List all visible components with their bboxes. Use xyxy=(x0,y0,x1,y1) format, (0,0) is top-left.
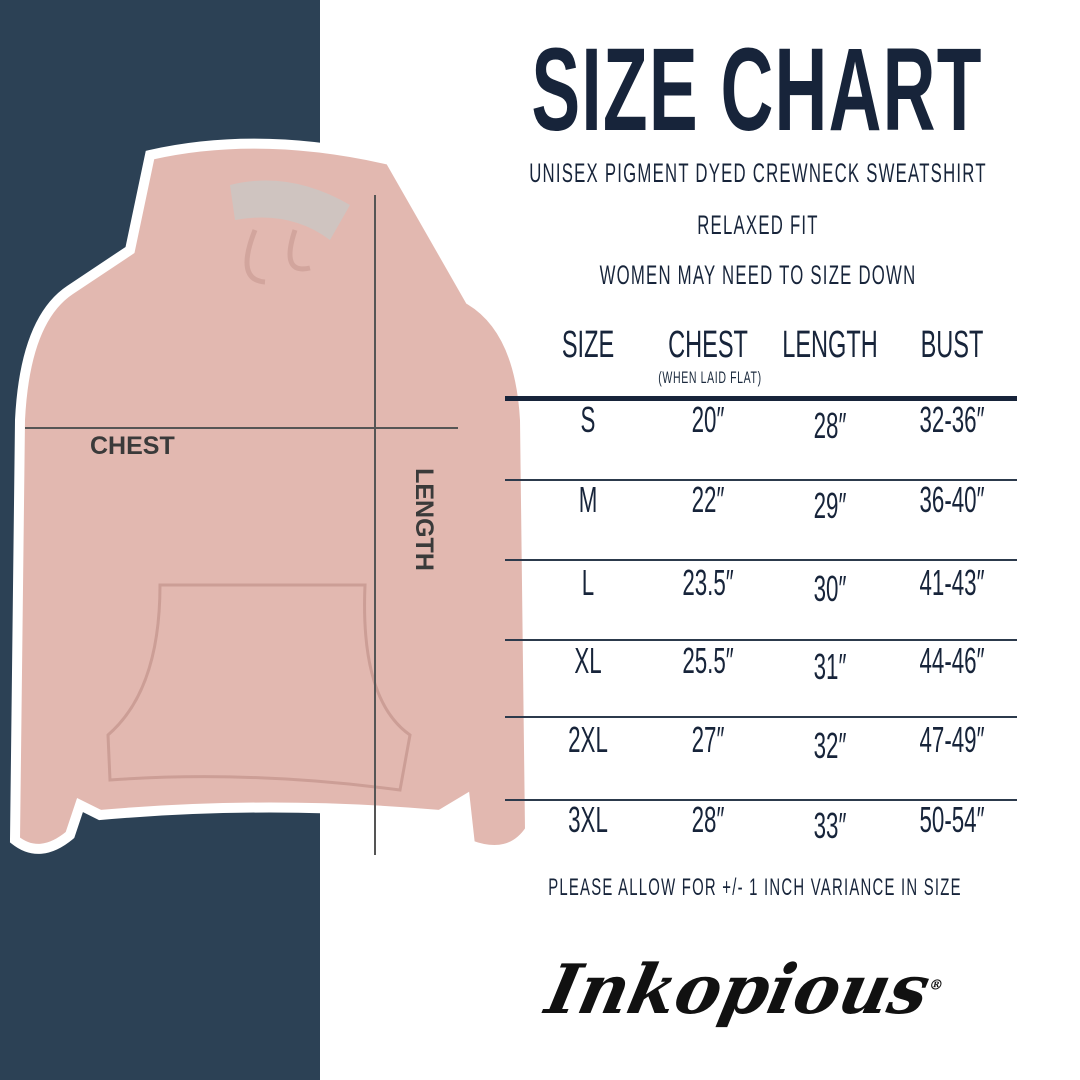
length-label: LENGTH xyxy=(409,468,438,571)
subtitle: UNISEX PIGMENT DYED CREWNECK SWEATSHIRT xyxy=(529,158,987,188)
cell-length: 33″ xyxy=(813,805,847,846)
header-length: LENGTH xyxy=(782,324,878,366)
row-divider xyxy=(505,559,1017,561)
cell-length: 32″ xyxy=(813,725,847,766)
cell-chest: 20″ xyxy=(691,399,725,440)
row-divider xyxy=(505,716,1017,718)
chest-label: CHEST xyxy=(90,432,175,460)
cell-chest: 23.5″ xyxy=(682,562,734,603)
header-chest: CHEST xyxy=(668,324,748,366)
cell-size: L xyxy=(581,562,595,603)
fit-text: RELAXED FIT xyxy=(697,210,819,240)
cell-bust: 36-40″ xyxy=(919,479,985,520)
pocket xyxy=(106,583,412,792)
hoodie-body xyxy=(9,138,536,855)
cell-chest: 27″ xyxy=(691,719,725,760)
hoodie-image xyxy=(9,138,536,855)
row-divider xyxy=(505,799,1017,801)
cell-bust: 47-49″ xyxy=(919,719,985,760)
cell-size: 3XL xyxy=(568,799,608,840)
cell-size: 2XL xyxy=(568,719,608,760)
cell-chest: 25.5″ xyxy=(682,640,734,681)
cell-bust: 50-54″ xyxy=(919,799,985,840)
hood-opening xyxy=(230,180,350,240)
cell-length: 28″ xyxy=(813,405,847,446)
sizing-note: WOMEN MAY NEED TO SIZE DOWN xyxy=(599,260,917,290)
chest-note: (WHEN LAID FLAT) xyxy=(658,368,762,387)
cell-bust: 32-36″ xyxy=(919,399,985,440)
cell-length: 31″ xyxy=(813,646,847,687)
cell-length: 29″ xyxy=(813,485,847,526)
header-bust: BUST xyxy=(920,324,984,366)
cell-bust: 44-46″ xyxy=(919,640,985,681)
inkopious-logo: Inkopious® xyxy=(539,950,945,1030)
row-divider xyxy=(505,479,1017,481)
cell-bust: 41-43″ xyxy=(919,562,985,603)
header-size: SIZE xyxy=(561,324,615,366)
cell-length: 30″ xyxy=(813,568,847,609)
page-title: SIZE CHART xyxy=(531,24,983,156)
cell-size: M xyxy=(578,479,598,520)
cell-chest: 28″ xyxy=(691,799,725,840)
cell-size: XL xyxy=(574,640,602,681)
header-divider xyxy=(505,396,1017,401)
cell-chest: 22″ xyxy=(691,479,725,520)
row-divider xyxy=(505,639,1017,641)
drawstrings xyxy=(244,229,311,285)
variance-note: PLEASE ALLOW FOR +/- 1 INCH VARIANCE IN … xyxy=(548,874,962,901)
cell-size: S xyxy=(580,399,596,440)
